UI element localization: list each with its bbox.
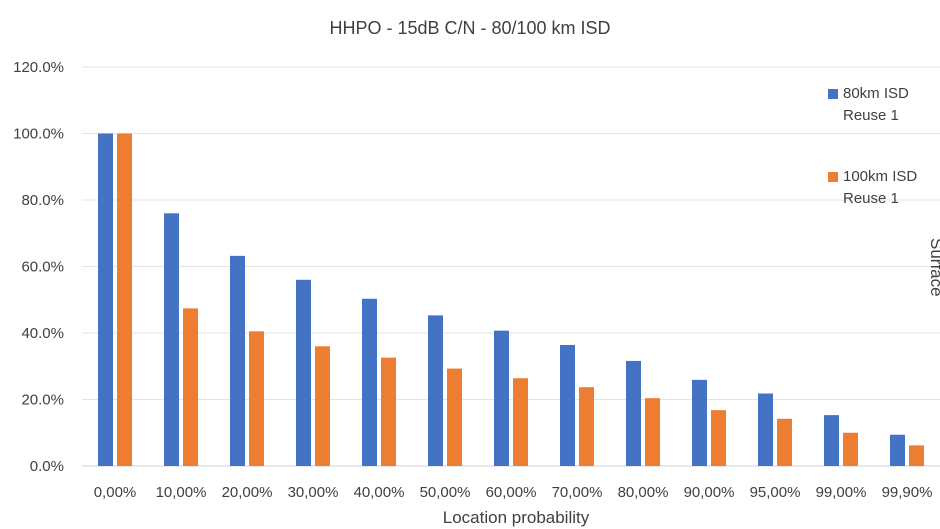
bar-series-2 (645, 398, 660, 466)
bar-series-2 (777, 418, 792, 466)
bar-series-2 (711, 410, 726, 466)
x-tick-label: 95,00% (750, 484, 801, 501)
bar-series-1 (824, 415, 839, 466)
bar-series-1 (98, 133, 113, 466)
side-axis-label: Surface (927, 238, 940, 297)
bar-series-1 (362, 298, 377, 466)
y-tick-label: 80.0% (21, 192, 64, 209)
x-tick-label: 99,00% (816, 484, 867, 501)
x-tick-label: 10,00% (156, 484, 207, 501)
chart-title: HHPO - 15dB C/N - 80/100 km ISD (329, 18, 610, 38)
x-tick-label: 30,00% (288, 484, 339, 501)
y-tick-label: 60.0% (21, 259, 64, 276)
bar-series-2 (183, 308, 198, 466)
legend-label: Reuse 1 (843, 190, 899, 207)
bar-series-1 (692, 379, 707, 466)
x-tick-label: 99,90% (882, 484, 933, 501)
bar-series-1 (230, 255, 245, 466)
x-tick-label: 50,00% (420, 484, 471, 501)
x-tick-label: 90,00% (684, 484, 735, 501)
bar-series-2 (381, 357, 396, 466)
legend-label: Reuse 1 (843, 107, 899, 124)
x-axis-title: Location probability (443, 508, 590, 527)
x-tick-label: 0,00% (94, 484, 137, 501)
legend: 80km ISD Reuse 1 100km ISD Reuse 1 (828, 85, 917, 207)
x-axis-ticks: 0,00% 10,00% 20,00% 30,00% 40,00% 50,00% 60,00… (94, 484, 933, 501)
legend-label: 80km ISD (843, 85, 909, 102)
x-tick-label: 70,00% (552, 484, 603, 501)
bar-series-2 (315, 346, 330, 466)
bar-series-1 (428, 315, 443, 466)
bar-series-2 (579, 387, 594, 466)
bar-series-2 (249, 331, 264, 466)
x-tick-label: 80,00% (618, 484, 669, 501)
x-tick-label: 40,00% (354, 484, 405, 501)
legend-swatch (828, 89, 838, 99)
bar-series-1 (626, 360, 641, 466)
y-tick-label: 20.0% (21, 392, 64, 409)
legend-swatch (828, 172, 838, 182)
bar-series-2 (447, 368, 462, 466)
bar-series-1 (164, 213, 179, 466)
bar-series-2 (843, 432, 858, 466)
bar-series-2 (513, 378, 528, 466)
y-tick-label: 40.0% (21, 325, 64, 342)
x-tick-label: 20,00% (222, 484, 273, 501)
bar-series-2 (117, 133, 132, 466)
y-tick-label: 0.0% (30, 458, 64, 475)
y-tick-label: 120.0% (13, 59, 64, 76)
bar-series-1 (758, 393, 773, 466)
bar-series-1 (890, 434, 905, 466)
bar-series-1 (494, 330, 509, 466)
legend-label: 100km ISD (843, 168, 917, 185)
gridlines (82, 66, 940, 467)
y-tick-label: 100.0% (13, 126, 64, 143)
bar-series-1 (560, 344, 575, 466)
x-tick-label: 60,00% (486, 484, 537, 501)
bars (98, 133, 924, 466)
bar-series-1 (296, 279, 311, 466)
y-axis-ticks: 0.0% 20.0% 40.0% 60.0% 80.0% 100.0% 120.0% (13, 59, 64, 475)
bar-series-2 (909, 445, 924, 466)
